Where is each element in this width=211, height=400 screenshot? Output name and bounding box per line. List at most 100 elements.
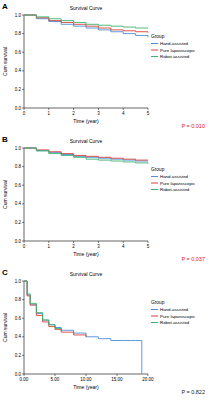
y-tick (22, 185, 24, 186)
y-tick-label: 0.6 (15, 316, 22, 321)
legend-label: Pure laparoscopic (160, 181, 196, 186)
x-axis-label: Time (year) (73, 118, 99, 124)
y-tick (22, 318, 24, 319)
y-tick-label: 0.0 (15, 106, 22, 111)
x-tick-label: 3 (97, 244, 100, 249)
x-tick-label: 3 (97, 111, 100, 116)
x-tick-label: 5 (147, 111, 150, 116)
x-tick (86, 374, 87, 376)
x-tick-label: 5.00 (51, 377, 60, 382)
x-tick-label: 1 (48, 244, 51, 249)
y-tick (22, 374, 24, 375)
plot-area (24, 148, 148, 164)
x-axis (24, 241, 148, 242)
x-tick-label: 0 (23, 244, 26, 249)
x-tick (24, 108, 25, 110)
x-tick (73, 241, 74, 243)
x-tick-label: 4 (122, 244, 125, 249)
x-tick-label: 20.00 (142, 377, 154, 382)
p-value: P = 0.010 (181, 123, 205, 129)
y-tick-label: 0.2 (15, 87, 22, 92)
x-tick (117, 374, 118, 376)
y-tick-label: 0.8 (15, 164, 22, 169)
x-tick-label: 0.00 (20, 377, 29, 382)
legend-label: Hand-assisted (160, 41, 189, 46)
y-axis (24, 15, 25, 108)
y-tick (22, 33, 24, 34)
x-axis-label: Time (year) (73, 384, 99, 390)
y-tick (22, 203, 24, 204)
y-tick-label: 0.2 (15, 220, 22, 225)
y-tick (22, 15, 24, 16)
legend-label: Pure laparoscopic (160, 48, 196, 53)
legend-title: Group (151, 167, 165, 172)
legend-title: Group (151, 34, 165, 39)
y-tick-label: 0.4 (15, 334, 22, 339)
survival-line (24, 281, 86, 337)
y-tick (22, 241, 24, 242)
legend-label: Robot-assisted (160, 187, 190, 192)
y-tick (22, 355, 24, 356)
y-axis-label: Cum survival (2, 47, 8, 76)
y-axis-label: Cum survival (2, 180, 8, 209)
survival-line (24, 281, 61, 331)
y-tick-label: 0.6 (15, 50, 22, 55)
y-axis (24, 148, 25, 241)
survival-line (24, 15, 148, 37)
y-tick-label: 0.8 (15, 31, 22, 36)
y-tick (22, 89, 24, 90)
y-axis (24, 281, 25, 374)
y-tick-label: 1.0 (15, 146, 22, 151)
x-tick (48, 108, 49, 110)
panel-label: B (2, 135, 8, 144)
y-tick (22, 299, 24, 300)
x-tick-label: 0 (23, 111, 26, 116)
panel-label: A (2, 2, 8, 11)
x-tick (55, 374, 56, 376)
chart-title: Survival Curve (70, 138, 103, 144)
legend-swatch (151, 189, 158, 190)
x-tick (148, 374, 149, 376)
survival-line (24, 15, 148, 33)
x-tick (148, 241, 149, 243)
x-tick (73, 108, 74, 110)
legend-swatch (151, 50, 158, 51)
legend-label: Pure laparoscopic (160, 314, 196, 319)
x-axis-label: Time (year) (73, 251, 99, 257)
y-tick-label: 0.0 (15, 372, 22, 377)
y-tick (22, 70, 24, 71)
legend-title: Group (151, 300, 165, 305)
y-tick-label: 0.2 (15, 353, 22, 358)
x-tick (24, 374, 25, 376)
y-tick (22, 222, 24, 223)
y-tick (22, 166, 24, 167)
x-tick-label: 15.00 (111, 377, 123, 382)
legend-swatch (151, 309, 158, 310)
y-tick-label: 0.0 (15, 239, 22, 244)
legend-swatch (151, 316, 158, 317)
y-tick-label: 0.8 (15, 297, 22, 302)
y-tick-label: 0.4 (15, 68, 22, 73)
p-value: P = 0.822 (181, 389, 205, 395)
x-tick (148, 108, 149, 110)
x-tick (98, 241, 99, 243)
legend-label: Hand-assisted (160, 174, 189, 179)
y-tick-label: 0.4 (15, 201, 22, 206)
legend-swatch (151, 176, 158, 177)
plot-area (24, 15, 148, 37)
y-tick-label: 1.0 (15, 279, 22, 284)
x-tick-label: 1 (48, 111, 51, 116)
x-tick (24, 241, 25, 243)
x-tick (123, 241, 124, 243)
x-tick-label: 2 (72, 244, 75, 249)
x-axis (24, 108, 148, 109)
y-tick (22, 281, 24, 282)
legend-label: Hand-assisted (160, 307, 189, 312)
legend-swatch (151, 322, 158, 323)
panel: CSurvival Curve0.00.20.40.60.81.00.005.0… (2, 268, 205, 395)
legend-label: Robot-assisted (160, 320, 190, 325)
chart-title: Survival Curve (70, 5, 103, 11)
p-value: P = 0.037 (181, 256, 205, 262)
y-axis-label: Cum survival (2, 313, 8, 342)
y-tick (22, 108, 24, 109)
